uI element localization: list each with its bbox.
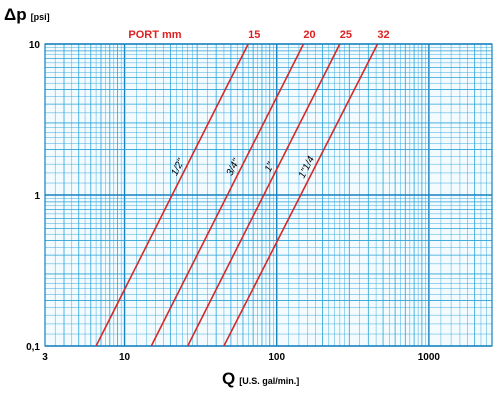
plot-border (44, 43, 493, 347)
port-label-20: 20 (303, 29, 315, 41)
x-tick-label: 100 (268, 352, 285, 363)
curve-15 (95, 44, 249, 346)
curve-32 (223, 44, 379, 346)
x-tick-label: 1000 (418, 352, 441, 363)
curve-20 (150, 44, 305, 346)
y-axis-symbol: Δp (4, 5, 27, 24)
x-axis-unit: [U.S. gal/min.] (239, 376, 299, 386)
x-tick-label: 3 (42, 352, 48, 363)
port-label-15: 15 (248, 29, 260, 41)
grid-layer (44, 43, 493, 347)
y-tick-label: 0,1 (26, 342, 40, 353)
port-label-32: 32 (377, 29, 389, 41)
x-tick-label: 10 (119, 352, 131, 363)
port-header: PORT mm (128, 29, 181, 41)
x-axis-symbol: Q (222, 369, 235, 388)
curve-25 (186, 44, 341, 346)
plot-frame (44, 43, 493, 347)
x-axis-label: Q [U.S. gal/min.] (222, 369, 299, 388)
y-axis-unit: [psi] (31, 12, 50, 22)
y-axis-label: Δp [psi] (4, 5, 50, 24)
y-tick-label: 1 (34, 191, 40, 202)
y-tick-label: 10 (29, 40, 41, 51)
curve-layer (95, 44, 379, 346)
port-label-25: 25 (340, 29, 352, 41)
